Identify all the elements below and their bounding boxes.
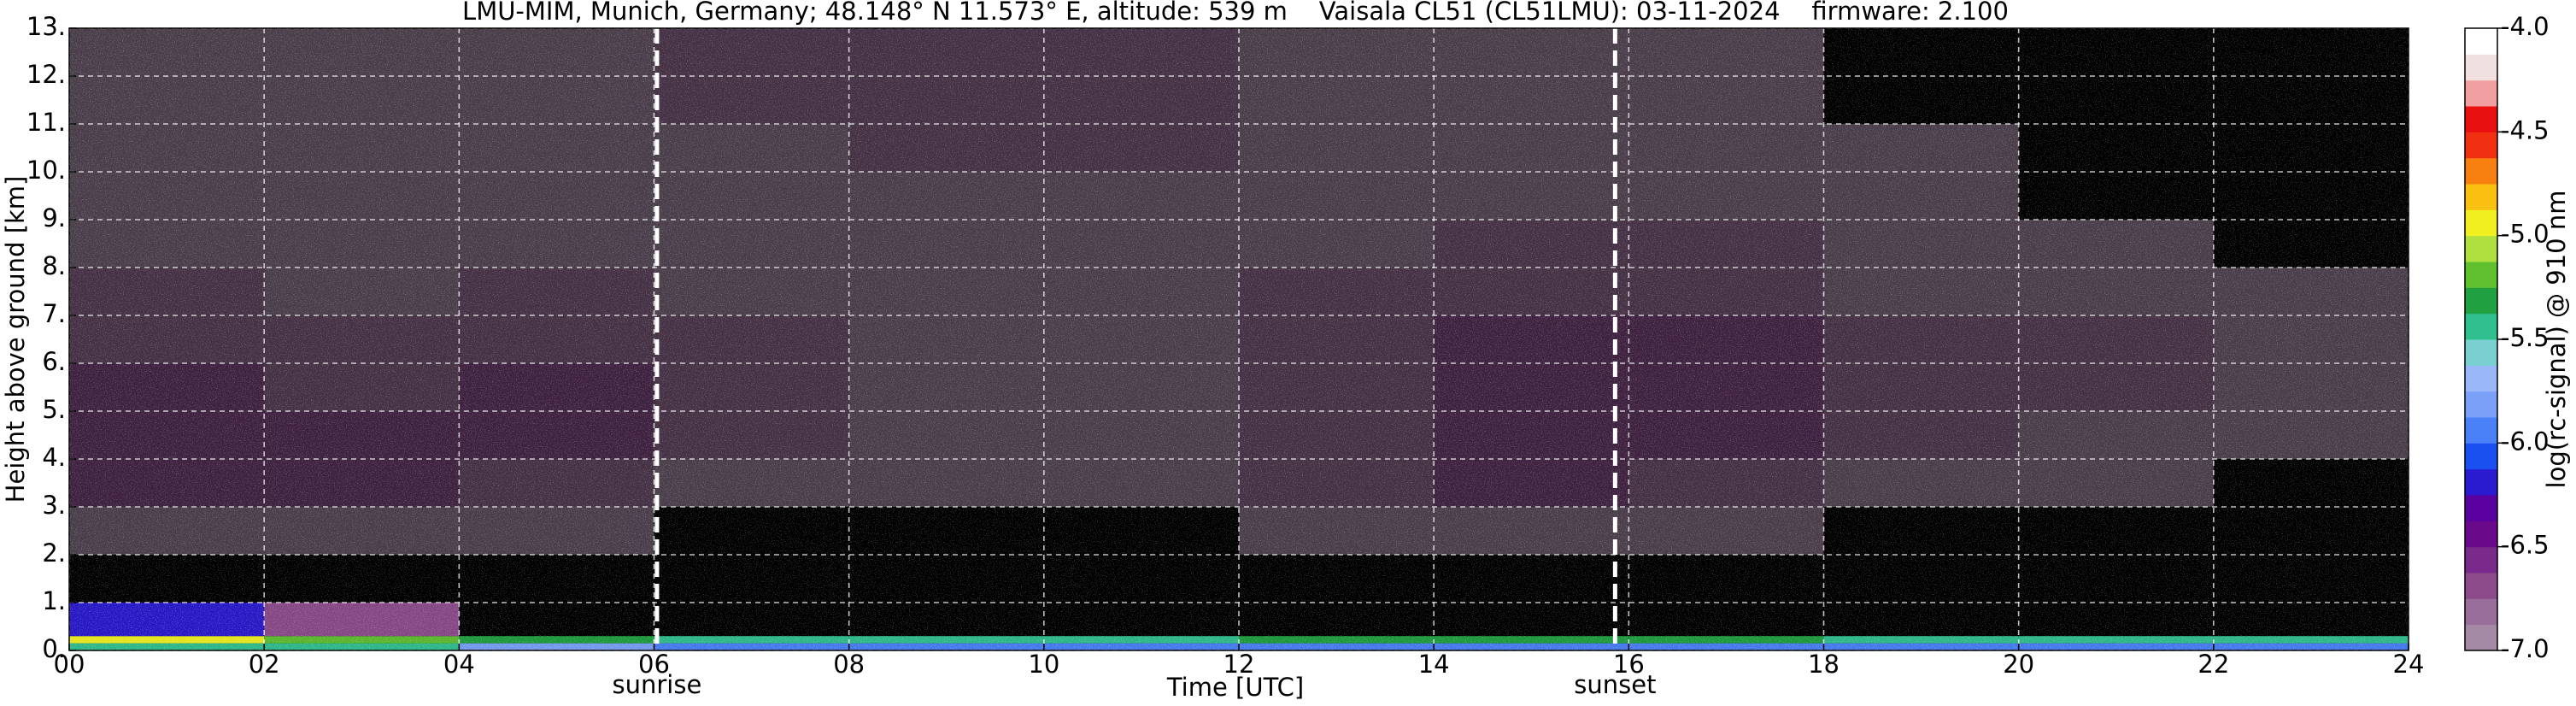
colorbar-tick-label: -5.0: [2501, 220, 2550, 249]
x-tick-label: 22: [2198, 650, 2229, 679]
y-tick-label: 9.: [42, 203, 66, 232]
colorbar-band: [2465, 468, 2497, 496]
colorbar-label: log(rc-signal) @ 910 nm: [2542, 191, 2571, 489]
chart-title: LMU-MIM, Munich, Germany; 48.148° N 11.5…: [462, 0, 2009, 26]
colorbar-band: [2465, 54, 2497, 81]
annotations: sunrise sunset: [613, 28, 1656, 699]
colorbar-band: [2465, 339, 2497, 366]
y-tick-label: 12.: [26, 60, 66, 89]
y-tick-label: 4.: [42, 443, 66, 472]
colorbar-band: [2465, 184, 2497, 210]
annotation-label: sunset: [1574, 670, 1656, 699]
annotation-label: sunrise: [613, 670, 702, 699]
colorbar-band: [2465, 28, 2497, 55]
x-tick-label: 06: [638, 650, 670, 679]
x-tick-label: 16: [1613, 650, 1645, 679]
colorbar-band: [2465, 79, 2497, 107]
colorbar-band: [2465, 262, 2497, 288]
x-tick-label: 00: [54, 650, 85, 679]
x-axis-label: Time [UTC]: [1166, 673, 1304, 702]
y-tick-label: 5.: [42, 395, 66, 424]
colorbar-band: [2465, 365, 2497, 392]
y-tick-label: 3.: [42, 491, 66, 520]
axes: 00 02 04 06 08 10 12 14 16 18 20 22 24 0. 1. 2. 3. 4. 5. 6.…: [26, 12, 2425, 679]
y-tick-label: 1.: [42, 586, 66, 615]
x-tick-label: 08: [833, 650, 865, 679]
colorbar-band: [2465, 209, 2497, 237]
x-tick-label: 02: [249, 650, 280, 679]
y-tick-label: 8.: [42, 251, 66, 280]
x-tick-label: 18: [1808, 650, 1840, 679]
y-tick-label: 11.: [26, 108, 66, 137]
colorbar-band: [2465, 546, 2497, 574]
colorbar-band: [2465, 521, 2497, 548]
colorbar-band: [2465, 598, 2497, 626]
y-axis-label: Height above ground [km]: [1, 176, 30, 503]
colorbar-band: [2465, 313, 2497, 340]
colorbar-band: [2465, 106, 2497, 132]
x-tick-label: 14: [1418, 650, 1450, 679]
y-tick-label: 6.: [42, 347, 66, 376]
y-tick-label: 0.: [42, 634, 66, 663]
colorbar-band: [2465, 573, 2497, 599]
colorbar-band: [2465, 157, 2497, 185]
colorbar-band: [2465, 495, 2497, 521]
colorbar-tick-label: -4.0: [2501, 12, 2550, 41]
x-tick-label: 12: [1223, 650, 1255, 679]
y-tick-label: 13.: [26, 12, 66, 41]
colorbar-tick-label: -6.5: [2501, 531, 2550, 560]
colorbar-band: [2465, 235, 2497, 262]
colorbar-tick-label: -7.0: [2501, 634, 2550, 663]
colorbar-tick-label: -6.0: [2501, 427, 2550, 456]
y-tick-label: 2.: [42, 538, 66, 568]
y-tick-label: 7.: [42, 299, 66, 328]
x-tick-label: 04: [443, 650, 475, 679]
y-tick-label: 10.: [26, 156, 66, 185]
colorbar: -7.0 -6.5 -6.0 -5.5 -5.0 -4.5 -4.0: [2464, 12, 2550, 663]
colorbar-band: [2465, 287, 2497, 315]
colorbar-tick-label: -5.5: [2501, 323, 2550, 352]
colorbar-tick-label: -4.5: [2501, 115, 2550, 144]
x-tick-label: 24: [2393, 650, 2425, 679]
colorbar-band: [2465, 391, 2497, 418]
colorbar-band: [2465, 443, 2497, 470]
x-tick-label: 10: [1028, 650, 1059, 679]
colorbar-band: [2465, 624, 2497, 651]
colorbar-band: [2465, 417, 2497, 444]
x-tick-label: 20: [2003, 650, 2034, 679]
colorbar-band: [2465, 132, 2497, 159]
